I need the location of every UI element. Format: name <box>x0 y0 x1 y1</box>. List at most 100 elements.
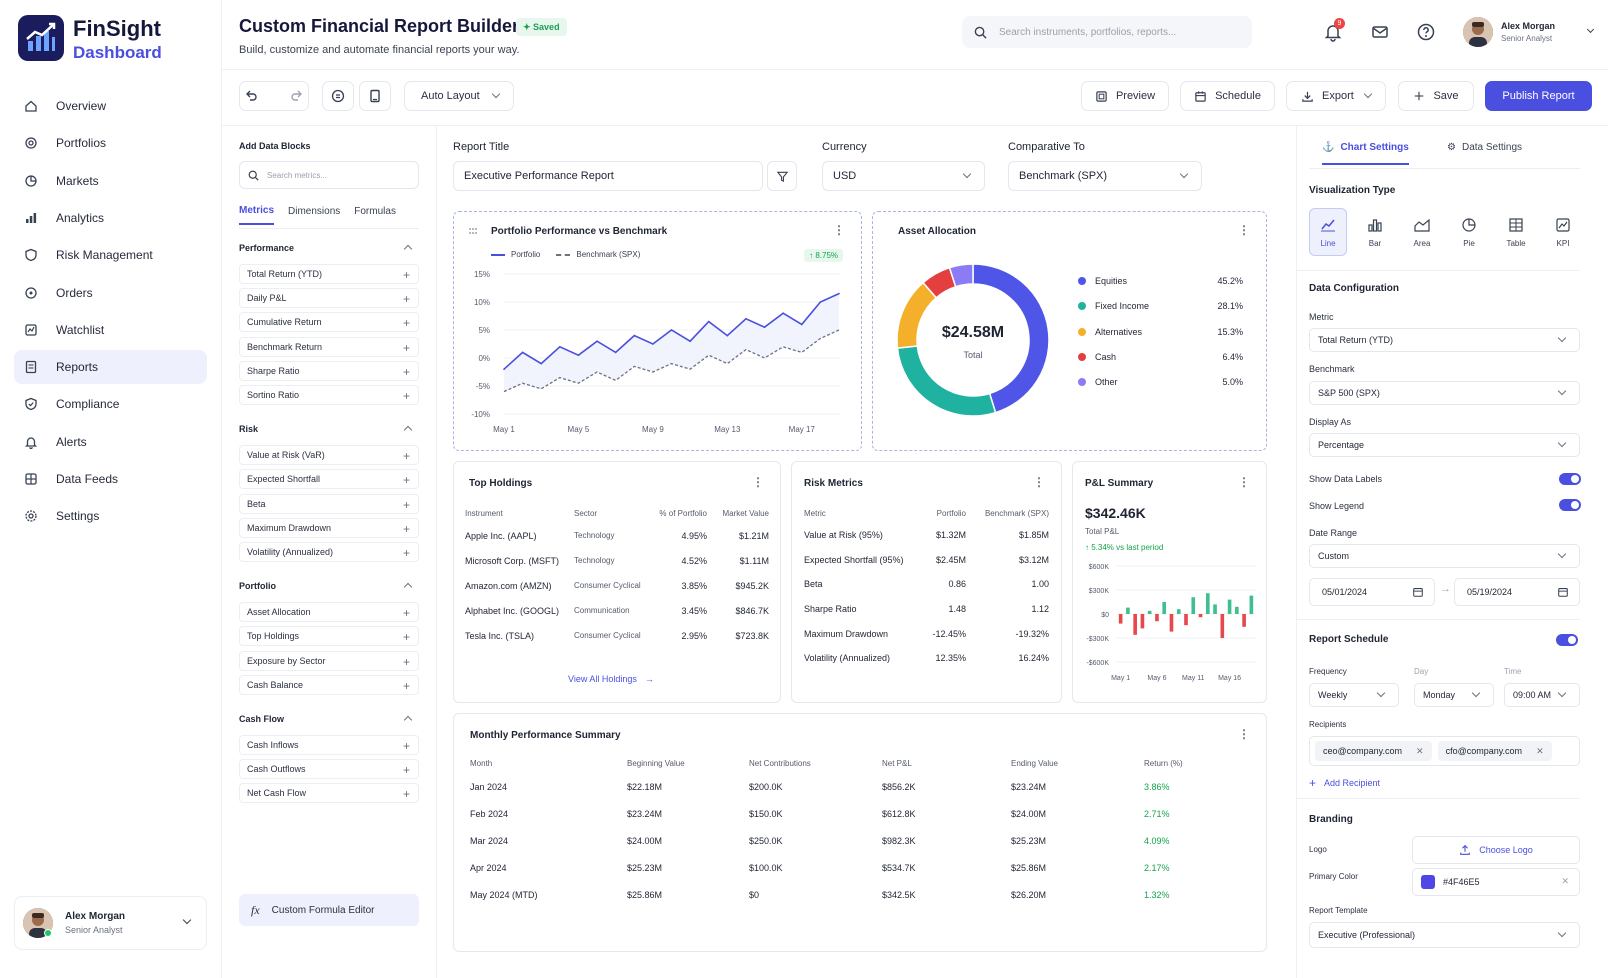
table-row[interactable]: Alphabet Inc. (GOOGL) Communication 3.45% $… <box>454 599 782 624</box>
plus-icon[interactable]: + <box>402 292 410 307</box>
top-holdings-card[interactable]: Top Holdings ⋮ Instrument Sector % of Port… <box>453 461 781 703</box>
date-from-input[interactable]: 05/01/2024 <box>1309 578 1435 606</box>
notification-button[interactable]: 9 <box>1323 18 1345 45</box>
plus-icon[interactable]: + <box>402 739 410 753</box>
redo-icon[interactable] <box>290 89 304 103</box>
performance-chart-card[interactable]: Portfolio Performance vs Benchmark ⋮ Por… <box>453 211 862 451</box>
plus-icon[interactable]: + <box>402 654 410 669</box>
report-template-dropdown[interactable]: Executive (Professional) <box>1309 922 1580 948</box>
plus-icon[interactable]: + <box>402 497 410 512</box>
block-item[interactable]: Expected Shortfall + <box>239 469 419 490</box>
block-item[interactable]: Top Holdings + <box>239 626 419 647</box>
plus-icon[interactable]: + <box>402 268 410 282</box>
primary-color-input[interactable]: #4F46E5 ✕ <box>1412 868 1580 896</box>
choose-logo-button[interactable]: Choose Logo <box>1412 836 1580 864</box>
viz-type-pie[interactable]: Pie <box>1450 208 1488 256</box>
messages-button[interactable] <box>1370 22 1390 45</box>
color-swatch[interactable] <box>1421 875 1435 889</box>
monthly-summary-card[interactable]: Monthly Performance Summary ⋮ Month Begin… <box>453 713 1267 952</box>
block-item[interactable]: Daily P&L + <box>239 288 419 309</box>
sidebar-item-watchlist[interactable]: Watchlist <box>14 313 207 347</box>
plus-icon[interactable]: + <box>402 678 410 693</box>
view-all-holdings-link[interactable]: View All Holdings → <box>568 674 654 684</box>
table-row[interactable]: Amazon.com (AMZN) Consumer Cyclical 3.85% $… <box>454 574 782 599</box>
block-item[interactable]: Beta + <box>239 493 419 514</box>
sidebar-item-compliance[interactable]: Compliance <box>14 387 207 421</box>
display-as-dropdown[interactable]: Percentage <box>1309 433 1580 457</box>
table-row[interactable]: Maximum Drawdown -12.45% -19.32% <box>792 622 1063 647</box>
plus-icon[interactable]: + <box>402 546 410 560</box>
block-item[interactable]: Asset Allocation + <box>239 602 419 623</box>
benchmark-dropdown[interactable]: S&P 500 (SPX) <box>1309 381 1580 405</box>
block-item[interactable]: Total Return (YTD) + <box>239 264 419 284</box>
table-row[interactable]: Jan 2024 $22.18M $200.0K $856.2K $23.24M 3.86… <box>454 774 1268 801</box>
section-risk[interactable]: Risk <box>239 424 419 435</box>
date-range-dropdown[interactable]: Custom <box>1309 544 1580 568</box>
block-item[interactable]: Maximum Drawdown + <box>239 517 419 538</box>
block-item[interactable]: Sortino Ratio + <box>239 385 419 405</box>
tab-metrics[interactable]: Metrics <box>239 205 275 225</box>
block-item[interactable]: Exposure by Sector + <box>239 650 419 671</box>
viz-type-table[interactable]: Table <box>1497 208 1535 256</box>
calendar-icon[interactable] <box>1412 586 1424 598</box>
pnl-summary-card[interactable]: P&L Summary ⋮ $342.46K Total P&L ↑ 5.34%… <box>1072 461 1267 703</box>
sidebar-item-reports[interactable]: Reports <box>14 350 207 385</box>
sidebar-item-analytics[interactable]: Analytics <box>14 201 207 235</box>
block-item[interactable]: Net Cash Flow + <box>239 783 419 804</box>
table-row[interactable]: May 2024 (MTD) $25.86M $0 $342.5K $26.20M 1.3… <box>454 882 1268 909</box>
plus-icon[interactable]: + <box>402 364 410 379</box>
viz-type-area[interactable]: Area <box>1403 208 1441 256</box>
clear-icon[interactable]: ✕ <box>1561 876 1569 886</box>
block-item[interactable]: Sharpe Ratio + <box>239 360 419 381</box>
history-button[interactable] <box>322 81 354 111</box>
more-icon[interactable]: ⋮ <box>752 475 764 489</box>
viz-type-bar[interactable]: Bar <box>1356 208 1394 256</box>
sidebar-item-risk-management[interactable]: Risk Management <box>14 238 207 272</box>
block-item[interactable]: Benchmark Return + <box>239 336 419 357</box>
plus-icon[interactable]: + <box>402 449 410 464</box>
device-preview-button[interactable] <box>359 81 391 111</box>
layout-dropdown[interactable]: Auto Layout <box>404 81 514 111</box>
plus-icon[interactable]: + <box>402 316 410 331</box>
block-item[interactable]: Cumulative Return + <box>239 312 419 333</box>
table-row[interactable]: Microsoft Corp. (MSFT) Technology 4.52% $1.… <box>454 549 782 574</box>
plus-icon[interactable]: + <box>402 389 410 403</box>
report-schedule-toggle[interactable] <box>1556 634 1578 646</box>
plus-icon[interactable]: + <box>402 630 410 645</box>
remove-icon[interactable]: ✕ <box>1416 745 1424 756</box>
sidebar-item-portfolios[interactable]: Portfolios <box>14 126 207 160</box>
publish-report-button[interactable]: Publish Report <box>1485 81 1592 111</box>
more-icon[interactable]: ⋮ <box>1033 475 1045 489</box>
sidebar-item-markets[interactable]: Markets <box>14 164 207 198</box>
asset-allocation-card[interactable]: Asset Allocation ⋮ $24.58M Total Equitie… <box>872 211 1267 451</box>
user-menu[interactable]: Alex Morgan Senior Analyst <box>1463 16 1595 48</box>
table-row[interactable]: Tesla Inc. (TSLA) Consumer Cyclical 2.95% $… <box>454 624 782 649</box>
date-to-input[interactable]: 05/19/2024 <box>1454 578 1580 606</box>
table-row[interactable]: Mar 2024 $24.00M $250.0K $982.3K $25.23M 4.09… <box>454 828 1268 855</box>
table-row[interactable]: Value at Risk (95%) $1.32M $1.85M <box>792 524 1063 549</box>
section-cash-flow[interactable]: Cash Flow <box>239 714 419 725</box>
table-row[interactable]: Apple Inc. (AAPL) Technology 4.95% $1.21M <box>454 524 782 549</box>
sidebar-item-settings[interactable]: Settings <box>14 499 207 533</box>
tab-chart-settings[interactable]: ⚓ Chart Settings <box>1322 142 1409 165</box>
table-row[interactable]: Volatility (Annualized) 12.35% 16.24% <box>792 647 1063 672</box>
currency-dropdown[interactable]: USD <box>822 161 985 191</box>
plus-icon[interactable]: + <box>402 340 410 355</box>
section-portfolio[interactable]: Portfolio <box>239 581 419 592</box>
plus-icon[interactable]: + <box>402 606 410 621</box>
block-item[interactable]: Value at Risk (VaR) + <box>239 445 419 466</box>
export-dropdown[interactable]: Export <box>1286 81 1386 111</box>
remove-icon[interactable]: ✕ <box>1536 745 1544 756</box>
report-title-input[interactable]: Executive Performance Report <box>453 161 763 191</box>
add-recipient-button[interactable]: + Add Recipient <box>1309 776 1380 790</box>
metric-dropdown[interactable]: Total Return (YTD) <box>1309 328 1580 352</box>
tab-formulas[interactable]: Formulas <box>354 206 396 217</box>
metrics-search-input[interactable]: Search metrics... <box>239 161 419 189</box>
frequency-dropdown[interactable]: Weekly <box>1309 683 1399 707</box>
comparative-dropdown[interactable]: Benchmark (SPX) <box>1008 161 1202 191</box>
help-button[interactable] <box>1416 22 1436 45</box>
day-dropdown[interactable]: Monday <box>1414 683 1494 707</box>
save-button[interactable]: Save <box>1398 81 1474 111</box>
tab-dimensions[interactable]: Dimensions <box>288 206 341 217</box>
filter-button[interactable] <box>767 161 797 191</box>
